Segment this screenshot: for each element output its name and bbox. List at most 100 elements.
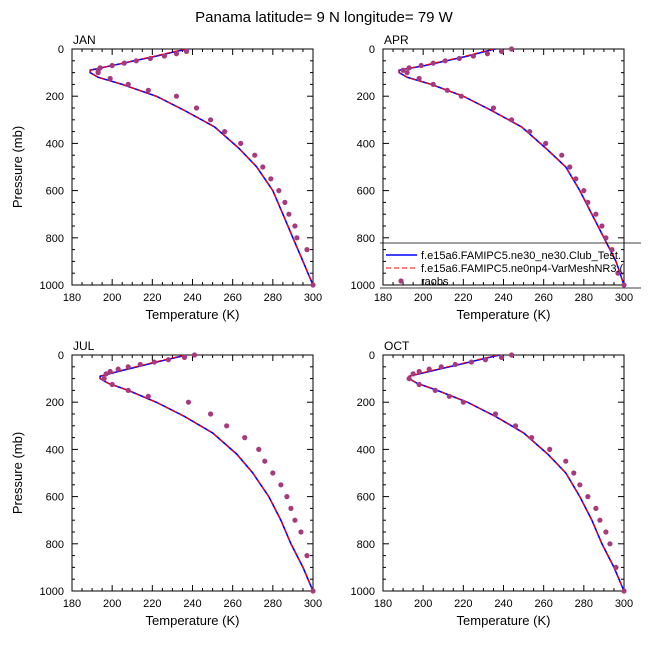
x-tick-label: 200	[103, 292, 121, 304]
raobs-point	[256, 446, 262, 452]
x-tick-label: 180	[374, 598, 392, 610]
x-axis-label: Temperature (K)	[457, 307, 551, 322]
y-tick-label: 400	[357, 444, 375, 456]
raobs-point	[133, 58, 139, 64]
raobs-point	[438, 364, 444, 370]
raobs-point	[185, 399, 192, 405]
raobs-point	[145, 393, 151, 399]
y-axis-label: Pressure (mb)	[10, 432, 25, 514]
raobs-point	[607, 541, 613, 547]
x-tick-label: 180	[63, 598, 81, 610]
raobs-point	[270, 470, 276, 476]
raobs-point	[242, 435, 248, 441]
x-tick-label: 240	[183, 598, 201, 610]
x-tick-label: 260	[223, 292, 241, 304]
raobs-point	[161, 53, 167, 59]
raobs-point	[101, 376, 107, 382]
raobs-point	[183, 48, 190, 54]
raobs-point	[446, 393, 452, 399]
raobs-point	[276, 188, 282, 194]
raobs-point	[310, 588, 316, 594]
panel-apr: 180 200 220 240 260 280 300 0 200 400 600 800 1000 AP…	[351, 33, 634, 322]
raobs-point	[597, 517, 603, 523]
x-tick-label: 240	[494, 598, 512, 610]
y-tick-label: 400	[46, 138, 64, 150]
raobs-point	[585, 494, 591, 500]
x-tick-label: 240	[494, 292, 512, 304]
y-tick-label: 0	[369, 350, 375, 362]
raobs-point	[585, 199, 591, 205]
y-tick-label: 200	[46, 397, 64, 409]
raobs-point	[452, 361, 458, 368]
raobs-point	[145, 87, 151, 93]
legend-label: f.e15a6.FAMIPC5.ne0np4-VarMeshNR3.(	[421, 263, 624, 275]
raobs-point	[599, 223, 605, 229]
y-tick-label: 800	[46, 539, 64, 551]
model2-line	[89, 49, 313, 285]
raobs-point	[292, 223, 298, 229]
raobs-point	[563, 458, 569, 464]
raobs-point	[107, 368, 113, 375]
raobs-point	[609, 247, 615, 253]
raobs-point	[109, 381, 115, 388]
raobs-point	[262, 458, 268, 464]
raobs-point	[484, 51, 491, 57]
panel-title: APR	[384, 33, 409, 47]
raobs-point	[298, 529, 304, 535]
raobs-point	[252, 152, 258, 158]
raobs-point	[173, 51, 180, 57]
raobs-point	[137, 361, 143, 368]
legend-label: raobs	[421, 276, 449, 288]
raobs-point	[416, 381, 422, 388]
y-tick-label: 600	[46, 492, 64, 504]
raobs-point	[292, 517, 298, 523]
raobs-point	[115, 366, 121, 372]
x-tick-label: 220	[143, 598, 161, 610]
x-axis-label: Temperature (K)	[146, 613, 240, 628]
plot-frame	[382, 354, 625, 592]
x-tick-label: 280	[575, 598, 593, 610]
raobs-point	[498, 48, 505, 54]
x-tick-label: 280	[264, 598, 282, 610]
y-tick-label: 800	[357, 539, 375, 551]
raobs-point	[432, 387, 438, 393]
raobs-point	[593, 211, 599, 217]
figure-title: Panama latitude= 9 N longitude= 79 W	[195, 9, 454, 26]
x-tick-label: 200	[414, 598, 432, 610]
panel-title: JAN	[73, 33, 96, 47]
raobs-point	[107, 75, 113, 82]
raobs-point	[125, 364, 131, 370]
plot-frame	[71, 48, 314, 286]
raobs-point	[581, 188, 587, 194]
x-tick-label: 300	[304, 292, 322, 304]
raobs-point	[165, 357, 171, 363]
raobs-point	[498, 354, 505, 360]
raobs-point	[410, 371, 416, 377]
y-tick-label: 200	[357, 397, 375, 409]
raobs-point	[173, 93, 180, 99]
model2-line	[398, 49, 624, 285]
y-tick-label: 600	[357, 492, 375, 504]
raobs-point	[103, 371, 109, 377]
raobs-point	[571, 470, 577, 476]
raobs-point	[482, 357, 489, 363]
raobs-point	[193, 105, 200, 111]
raobs-point	[621, 282, 627, 288]
x-axis-label: Temperature (K)	[457, 613, 551, 628]
raobs-point	[508, 46, 515, 52]
x-tick-label: 260	[534, 292, 552, 304]
raobs-point	[442, 58, 448, 64]
raobs-point	[573, 176, 579, 182]
x-tick-label: 200	[103, 598, 121, 610]
x-tick-label: 260	[534, 598, 552, 610]
raobs-point	[603, 235, 609, 241]
raobs-point	[294, 235, 300, 241]
x-tick-label: 300	[304, 598, 322, 610]
x-tick-label: 220	[143, 292, 161, 304]
y-tick-label: 0	[369, 44, 375, 56]
plot-frame	[71, 354, 314, 592]
model1-line	[99, 355, 313, 591]
raobs-point	[416, 75, 422, 82]
raobs-point	[543, 140, 549, 146]
x-tick-label: 260	[223, 598, 241, 610]
